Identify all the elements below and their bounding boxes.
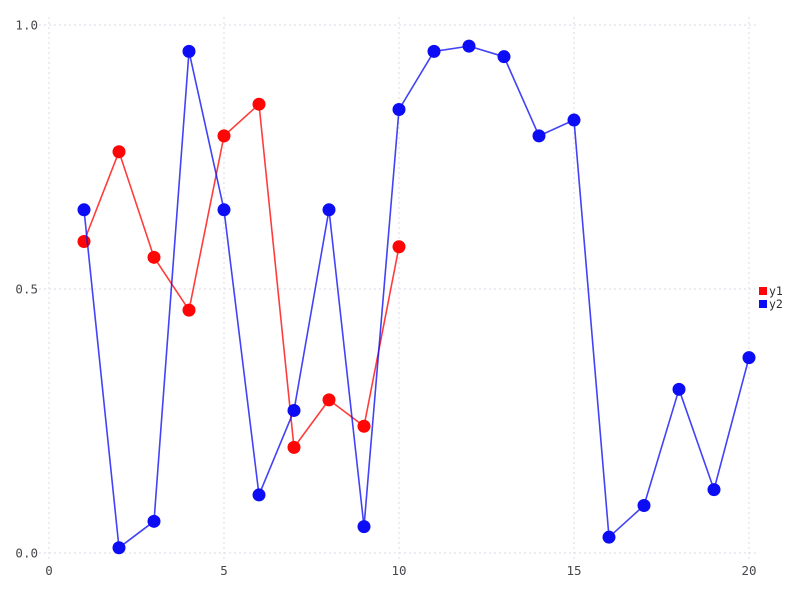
data-point-y2 [602, 530, 616, 544]
data-point-y2 [392, 102, 406, 116]
data-point-y2 [707, 483, 721, 497]
x-tick-label: 15 [566, 563, 581, 578]
data-point-y2 [462, 39, 476, 53]
y-tick-label: 1.0 [15, 18, 38, 33]
data-point-y1 [357, 419, 371, 433]
data-point-y2 [357, 520, 371, 534]
x-tick-label: 10 [391, 563, 406, 578]
data-point-y2 [672, 382, 686, 396]
data-point-y1 [182, 303, 196, 317]
x-tick-label: 20 [741, 563, 756, 578]
data-point-y2 [112, 541, 126, 555]
gridlines [39, 17, 756, 562]
data-point-y2 [637, 498, 651, 512]
x-tick-label: 5 [220, 563, 228, 578]
legend-label-y2: y2 [769, 297, 783, 311]
y-tick-label: 0.5 [15, 282, 38, 297]
data-point-y1 [147, 250, 161, 264]
data-point-y1 [392, 240, 406, 254]
data-point-y2 [742, 351, 756, 365]
data-point-y2 [217, 203, 231, 217]
axis-tick-labels: 0.0 0.5 1.0 0 5 10 15 20 [15, 18, 756, 579]
data-point-y1 [252, 97, 266, 111]
data-point-y2 [567, 113, 581, 127]
data-point-y2 [77, 203, 91, 217]
legend-label-y1: y1 [769, 284, 783, 298]
data-series [77, 39, 756, 555]
data-point-y2 [532, 129, 546, 143]
y-tick-label: 0.0 [15, 546, 38, 561]
data-point-y1 [287, 440, 301, 454]
data-point-y2 [497, 50, 511, 64]
data-point-y1 [322, 393, 336, 407]
data-point-y1 [217, 129, 231, 143]
series-line-y2 [83, 45, 750, 549]
series-line-y1 [83, 103, 400, 449]
data-point-y2 [252, 488, 266, 502]
data-point-y1 [112, 145, 126, 159]
data-point-y2 [427, 44, 441, 58]
legend-swatch-y2 [759, 300, 767, 308]
data-point-y2 [147, 514, 161, 528]
data-point-y2 [182, 44, 196, 58]
legend-swatch-y1 [759, 287, 767, 295]
data-point-y2 [287, 403, 301, 417]
x-tick-label: 0 [45, 563, 53, 578]
data-point-y2 [322, 203, 336, 217]
